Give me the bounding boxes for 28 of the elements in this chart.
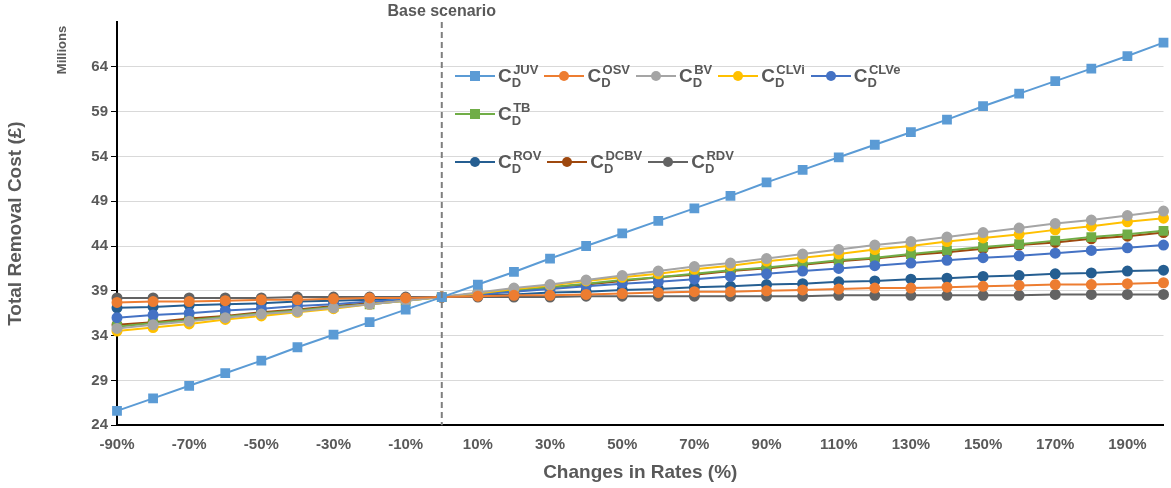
y-tick-label: 64 [91, 56, 109, 74]
x-tick-label: -90% [99, 435, 135, 453]
x-tick-label: -10% [388, 435, 424, 453]
y-tick-label: 34 [91, 325, 109, 343]
x-tick-label: 190% [1108, 435, 1147, 453]
x-tick-label: 170% [1036, 435, 1075, 453]
x-tick-label: 70% [679, 435, 710, 453]
y-tick-label: 39 [91, 280, 108, 298]
x-tick-label: 90% [751, 435, 782, 453]
y-axis-title: Total Removal Cost (£) [3, 121, 25, 326]
text: Millions [53, 25, 69, 75]
x-tick-label: -50% [243, 435, 279, 453]
y-tick-label: 59 [91, 101, 108, 119]
x-tick-label: 130% [891, 435, 931, 453]
x-tick-label: 50% [607, 435, 638, 453]
x-axis-title: Changes in Rates (%) [543, 460, 738, 482]
x-tick-label: 30% [535, 435, 566, 453]
y-tick-label: 54 [91, 146, 109, 164]
ref-line-label: Base scenario [387, 2, 497, 20]
x-tick-label: 150% [963, 435, 1003, 453]
y-tick-label: 49 [91, 191, 108, 209]
x-tick-label: -30% [316, 435, 352, 453]
y-tick-label: 24 [91, 415, 109, 433]
x-tick-label: 110% [819, 435, 858, 453]
y-tick-label: 44 [91, 236, 109, 254]
x-tick-label: -70% [171, 435, 207, 453]
y-tick-label: 29 [91, 370, 108, 388]
x-tick-label: 10% [462, 435, 493, 453]
